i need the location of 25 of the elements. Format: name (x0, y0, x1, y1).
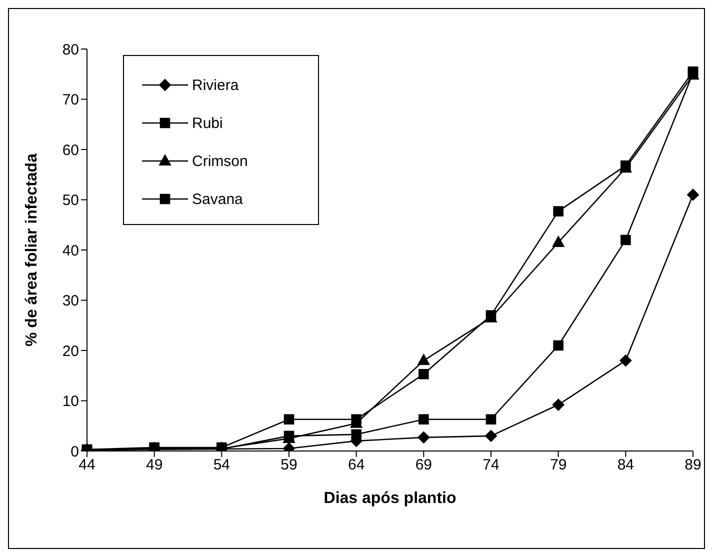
y-axis-title: % de área foliar infectada (24, 153, 41, 346)
x-tick-label: 54 (213, 456, 230, 474)
y-tick-label: 20 (62, 342, 79, 360)
y-tick-label: 30 (62, 292, 79, 310)
y-tick-label: 50 (62, 192, 79, 210)
x-tick-label: 69 (415, 456, 432, 474)
y-tick-label: 80 (62, 41, 79, 58)
y-tick-label: 60 (62, 142, 79, 159)
legend-label: Riviera (192, 76, 239, 94)
y-tick-label: 40 (62, 242, 79, 260)
x-tick-label: 74 (482, 456, 500, 474)
x-tick-label: 49 (146, 456, 163, 474)
legend-label: Savana (192, 190, 243, 208)
x-tick-label: 59 (280, 456, 298, 474)
x-axis-title: Dias após plantio (324, 490, 456, 507)
x-tick-label: 79 (550, 456, 567, 474)
x-tick-label: 89 (684, 456, 702, 474)
legend-label: Crimson (192, 152, 248, 170)
y-tick-label: 10 (62, 393, 79, 410)
x-tick-label: 84 (617, 456, 634, 474)
legend-label: Rubi (192, 114, 223, 132)
x-tick-label: 44 (78, 456, 96, 474)
y-tick-label: 0 (70, 443, 79, 460)
x-tick-label: 64 (348, 456, 365, 474)
y-tick-label: 70 (62, 92, 79, 109)
